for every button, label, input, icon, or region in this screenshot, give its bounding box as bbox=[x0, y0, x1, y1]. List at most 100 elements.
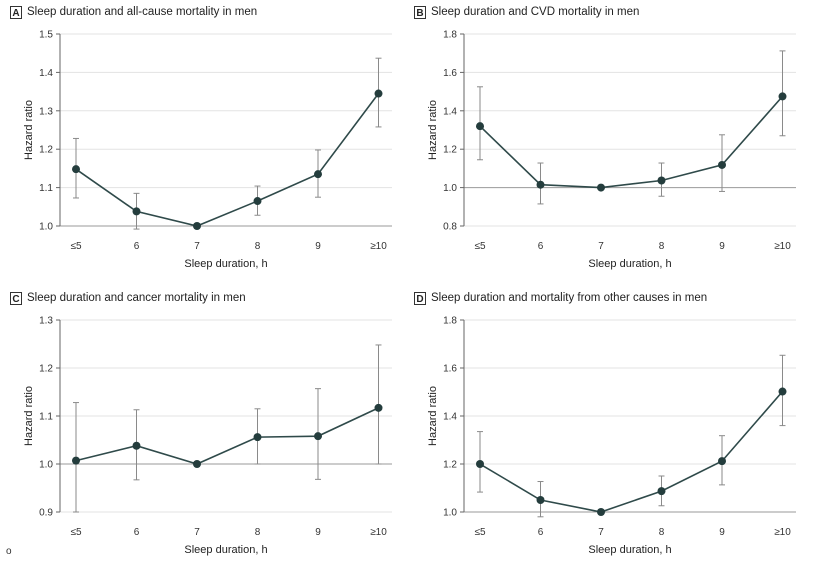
x-axis-label: Sleep duration, h bbox=[184, 258, 267, 270]
y-tick-label: 1.6 bbox=[443, 68, 457, 79]
panel-b-header: B Sleep duration and CVD mortality in me… bbox=[414, 4, 639, 20]
data-point bbox=[778, 387, 787, 396]
y-tick-label: 1.4 bbox=[39, 68, 53, 79]
x-tick-label: 9 bbox=[719, 527, 725, 538]
y-tick-label: 1.4 bbox=[443, 412, 457, 423]
y-tick-label: 1.2 bbox=[443, 460, 457, 471]
y-tick-label: 0.8 bbox=[443, 222, 457, 233]
y-tick-label: 1.0 bbox=[39, 222, 53, 233]
chart-title: Sleep duration and CVD mortality in men bbox=[431, 6, 640, 18]
data-point bbox=[597, 183, 605, 192]
chart-b-svg: 0.8 1.0 1.2 1.4 1.6 1.8 ≤5 6 7 8 9 ≥10 Sleep duratio… bbox=[427, 30, 796, 270]
y-tick-label: 1.3 bbox=[39, 316, 53, 327]
series-line bbox=[75, 93, 380, 227]
chart-c-svg: 0.9 1.0 1.1 1.2 1.3 ≤5 6 7 8 9 ≥10 Sleep duration, … bbox=[23, 316, 392, 556]
y-tick-label: 1.0 bbox=[443, 508, 457, 519]
x-tick-label: ≤5 bbox=[474, 527, 485, 538]
series-line bbox=[75, 407, 379, 465]
data-point bbox=[253, 433, 262, 442]
x-tick-label: ≤5 bbox=[70, 241, 81, 252]
data-point bbox=[314, 170, 322, 179]
data-point bbox=[253, 197, 262, 206]
data-point bbox=[193, 460, 201, 468]
chart-a-svg: 1.0 1.1 1.2 1.3 1.4 1.5 ≤5 6 7 8 9 ≥10 Sleep duratio… bbox=[23, 30, 392, 270]
data-point bbox=[72, 456, 80, 465]
panel-letter: C bbox=[10, 291, 22, 305]
x-axis-label: Sleep duration, h bbox=[588, 258, 671, 270]
chart-title: Sleep duration and all-cause mortality i… bbox=[27, 6, 258, 18]
chart-d-svg: 1.0 1.2 1.4 1.6 1.8 ≤5 6 7 8 9 ≥10 Sleep duration, … bbox=[427, 316, 796, 556]
x-tick-label: 8 bbox=[659, 527, 665, 538]
x-tick-label: 8 bbox=[659, 241, 665, 252]
y-axis-label: Hazard ratio bbox=[427, 386, 439, 446]
x-tick-label: ≤5 bbox=[70, 527, 81, 538]
panel-letter: A bbox=[10, 5, 22, 19]
data-point bbox=[476, 122, 484, 131]
y-tick-label: 1.4 bbox=[443, 106, 457, 117]
y-tick-label: 1.3 bbox=[39, 106, 53, 117]
data-point bbox=[374, 403, 383, 412]
panel-c: C Sleep duration and cancer mortality in… bbox=[10, 290, 402, 562]
y-tick-label: 1.0 bbox=[39, 460, 53, 471]
x-tick-label: 6 bbox=[134, 527, 140, 538]
data-point bbox=[536, 180, 545, 189]
x-tick-label: 7 bbox=[598, 527, 604, 538]
x-tick-label: 9 bbox=[719, 241, 725, 252]
series-line bbox=[479, 390, 784, 513]
y-tick-label: 1.2 bbox=[443, 145, 457, 156]
data-point bbox=[132, 441, 141, 450]
y-tick-label: 1.8 bbox=[443, 316, 457, 327]
panel-d: D Sleep duration and mortality from othe… bbox=[414, 290, 806, 562]
data-point bbox=[657, 176, 666, 185]
chart-title: Sleep duration and mortality from other … bbox=[431, 292, 708, 304]
panel-a-header: A Sleep duration and all-cause mortality… bbox=[10, 4, 257, 20]
footnote-mark: o bbox=[6, 546, 12, 557]
y-tick-label: 1.0 bbox=[443, 183, 457, 194]
x-tick-label: 7 bbox=[598, 241, 604, 252]
y-axis-label: Hazard ratio bbox=[23, 386, 35, 446]
data-point bbox=[657, 487, 666, 496]
x-tick-label: ≥10 bbox=[774, 527, 791, 538]
x-tick-label: 8 bbox=[255, 527, 261, 538]
x-tick-label: 9 bbox=[315, 527, 321, 538]
data-point bbox=[718, 160, 726, 169]
x-tick-label: ≥10 bbox=[370, 241, 387, 252]
x-axis-label: Sleep duration, h bbox=[184, 544, 267, 556]
panel-a: A Sleep duration and all-cause mortality… bbox=[10, 4, 402, 276]
x-tick-label: 8 bbox=[255, 241, 261, 252]
data-point bbox=[718, 457, 726, 466]
panel-letter: D bbox=[414, 291, 426, 305]
panel-d-header: D Sleep duration and mortality from othe… bbox=[414, 290, 707, 306]
x-axis-label: Sleep duration, h bbox=[588, 544, 671, 556]
x-tick-label: 7 bbox=[194, 527, 200, 538]
data-point bbox=[72, 165, 80, 174]
data-point bbox=[374, 89, 383, 98]
y-tick-label: 1.1 bbox=[39, 183, 53, 194]
x-tick-label: ≥10 bbox=[370, 527, 387, 538]
y-tick-label: 1.2 bbox=[39, 145, 53, 156]
x-tick-label: 7 bbox=[194, 241, 200, 252]
panel-b: B Sleep duration and CVD mortality in me… bbox=[414, 4, 806, 276]
chart-title: Sleep duration and cancer mortality in m… bbox=[27, 292, 246, 304]
x-tick-label: 6 bbox=[538, 527, 544, 538]
data-point bbox=[597, 508, 605, 516]
y-tick-label: 1.5 bbox=[39, 30, 53, 41]
series-line bbox=[479, 95, 784, 189]
x-tick-label: ≥10 bbox=[774, 241, 791, 252]
data-point bbox=[536, 496, 545, 504]
panel-c-header: C Sleep duration and cancer mortality in… bbox=[10, 290, 246, 306]
data-point bbox=[778, 92, 787, 101]
y-tick-label: 1.6 bbox=[443, 364, 457, 375]
data-point bbox=[314, 432, 322, 441]
y-axis-label: Hazard ratio bbox=[23, 100, 35, 160]
y-axis-label: Hazard ratio bbox=[427, 100, 439, 160]
x-tick-label: 9 bbox=[315, 241, 321, 252]
data-point bbox=[476, 460, 484, 468]
x-tick-label: 6 bbox=[538, 241, 544, 252]
panel-letter: B bbox=[414, 5, 426, 19]
y-tick-label: 1.8 bbox=[443, 30, 457, 41]
data-point bbox=[193, 222, 201, 230]
y-tick-label: 1.1 bbox=[39, 412, 53, 423]
x-tick-label: ≤5 bbox=[474, 241, 485, 252]
y-tick-label: 0.9 bbox=[39, 508, 53, 519]
